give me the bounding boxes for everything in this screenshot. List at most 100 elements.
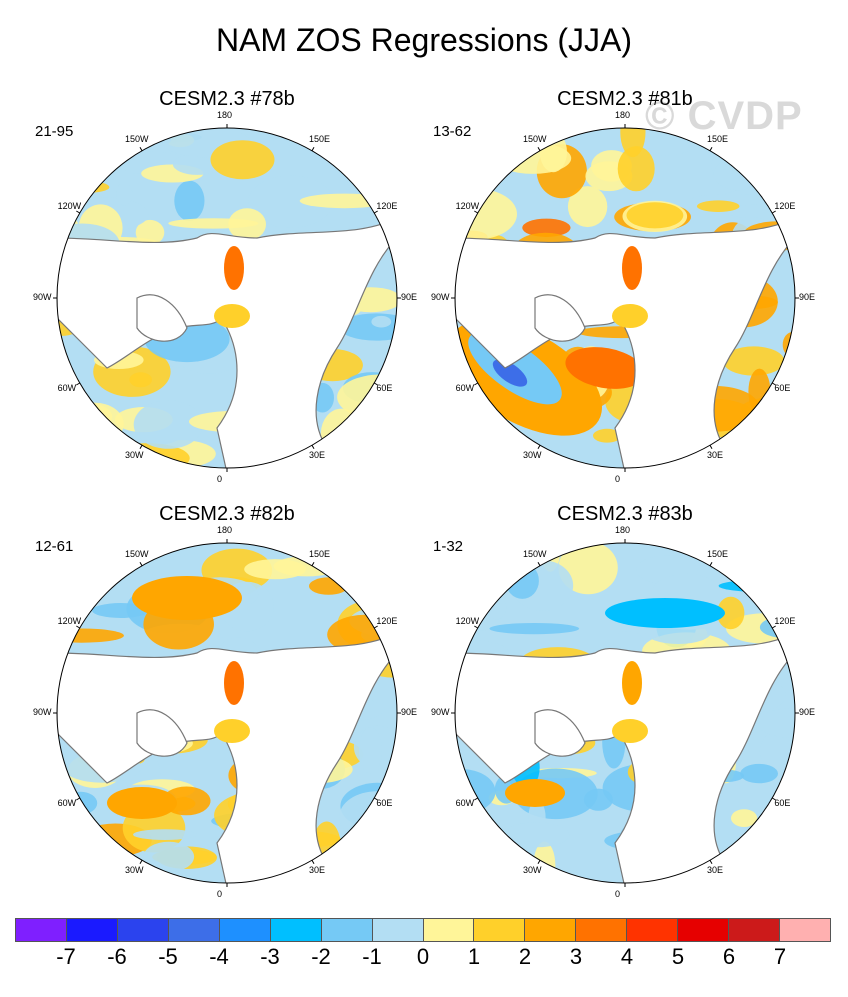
colorbar-box bbox=[678, 919, 730, 941]
regression-patch bbox=[620, 128, 646, 158]
longitude-label: 150W bbox=[125, 134, 149, 145]
land-mass bbox=[534, 709, 586, 757]
regression-patch bbox=[457, 134, 511, 163]
longitude-tick bbox=[537, 562, 541, 567]
colorbar-box bbox=[525, 919, 577, 941]
colorbar-label: 6 bbox=[722, 944, 736, 969]
regression-patch bbox=[57, 628, 124, 643]
colorbar bbox=[15, 918, 831, 942]
longitude-label: 60W bbox=[455, 798, 475, 808]
colorbar-label: 2 bbox=[518, 944, 532, 969]
colorbar-label: 0 bbox=[416, 944, 430, 969]
regression-patch bbox=[74, 437, 121, 456]
longitude-label: 120W bbox=[57, 201, 82, 211]
longitude-tick bbox=[709, 147, 713, 152]
colorbar-box bbox=[474, 919, 526, 941]
colorbar-label: -3 bbox=[260, 944, 280, 969]
longitude-tick bbox=[76, 382, 81, 386]
regression-patch bbox=[210, 140, 275, 180]
colorbar-label: 1 bbox=[467, 944, 481, 969]
polar-map bbox=[53, 124, 401, 472]
regression-patch bbox=[759, 731, 795, 772]
longitude-label: 60E bbox=[774, 383, 791, 393]
polar-map bbox=[451, 539, 799, 887]
page-title: NAM ZOS Regressions (JJA) bbox=[215, 22, 633, 58]
regression-patch bbox=[613, 631, 644, 653]
panel-year-range: 12-61 bbox=[35, 538, 74, 555]
panel-title: CESM2.3 #81b bbox=[557, 88, 693, 110]
longitude-tick bbox=[474, 210, 479, 214]
longitude-tick bbox=[311, 562, 315, 567]
longitude-label: 90E bbox=[401, 292, 418, 302]
longitude-tick bbox=[709, 859, 713, 864]
longitude-label: 30E bbox=[707, 449, 724, 460]
longitude-label: 30W bbox=[125, 449, 144, 460]
longitude-tick bbox=[771, 625, 776, 629]
longitude-tick bbox=[311, 147, 315, 152]
regression-patch bbox=[622, 246, 642, 290]
colorbar-label: 5 bbox=[671, 944, 685, 969]
map-panel: CESM2.3 #78b 21-95 180 150E 120E 90E 60E 30E 0 30… bbox=[27, 88, 427, 484]
colorbar-label: -1 bbox=[362, 944, 382, 969]
regression-patch bbox=[612, 719, 648, 743]
land-mass bbox=[455, 632, 795, 883]
longitude-tick bbox=[139, 859, 143, 864]
regression-patch bbox=[214, 304, 250, 328]
longitude-label: 180 bbox=[615, 110, 631, 120]
regression-patch bbox=[64, 402, 124, 446]
colorbar-box bbox=[270, 919, 322, 941]
colorbar-box bbox=[627, 919, 679, 941]
regression-patch bbox=[143, 841, 195, 872]
longitude-tick bbox=[373, 625, 378, 629]
regression-patch bbox=[348, 427, 370, 455]
longitude-label: 0 bbox=[217, 889, 223, 899]
regression-patch bbox=[471, 408, 496, 429]
longitude-label: 150W bbox=[125, 549, 149, 560]
longitude-tick bbox=[771, 382, 776, 386]
map-panel: CESM2.3 #81b 13-62 180 150E 120E 90E 60E 30E 0 30… bbox=[425, 88, 825, 484]
regression-patch bbox=[605, 598, 725, 628]
regression-patch bbox=[583, 788, 613, 811]
regression-patch bbox=[337, 374, 397, 420]
longitude-label: 120E bbox=[376, 201, 398, 211]
regression-patch bbox=[172, 153, 222, 175]
regression-patch bbox=[57, 402, 83, 450]
regression-patch bbox=[503, 822, 570, 848]
regression-patch bbox=[558, 543, 618, 595]
longitude-label: 120W bbox=[455, 616, 480, 626]
longitude-tick bbox=[537, 147, 541, 152]
longitude-label: 0 bbox=[615, 474, 621, 484]
longitude-label: 60E bbox=[774, 798, 791, 808]
longitude-label: 30W bbox=[125, 864, 144, 875]
regression-patch bbox=[740, 763, 778, 784]
regression-patch bbox=[713, 157, 761, 191]
regression-patch bbox=[309, 577, 349, 595]
longitude-tick bbox=[474, 382, 479, 386]
panel-year-range: 21-95 bbox=[35, 123, 74, 140]
regression-patch bbox=[224, 246, 244, 290]
longitude-tick bbox=[537, 859, 541, 864]
regression-patch bbox=[107, 787, 177, 819]
panel-title: CESM2.3 #82b bbox=[159, 503, 295, 525]
land-mass bbox=[534, 294, 586, 342]
longitude-label: 150E bbox=[707, 134, 729, 145]
regression-patch bbox=[146, 543, 203, 557]
regression-patch bbox=[224, 661, 244, 705]
panel-title: CESM2.3 #83b bbox=[557, 503, 693, 525]
longitude-label: 90W bbox=[33, 292, 52, 302]
regression-patch bbox=[723, 346, 785, 376]
regression-patch bbox=[320, 408, 363, 458]
regression-patch bbox=[749, 577, 795, 598]
colorbar-label: 7 bbox=[773, 944, 787, 969]
land-mass bbox=[57, 632, 397, 883]
longitude-label: 30E bbox=[309, 864, 326, 875]
regression-patch bbox=[133, 400, 204, 449]
regression-patch bbox=[746, 151, 795, 183]
panel-year-range: 1-32 bbox=[433, 538, 464, 555]
longitude-label: 90W bbox=[431, 292, 450, 302]
longitude-label: 180 bbox=[217, 110, 233, 120]
colorbar-label: 3 bbox=[569, 944, 583, 969]
land-mass bbox=[57, 217, 397, 468]
longitude-label: 120E bbox=[774, 201, 796, 211]
panel-title: CESM2.3 #78b bbox=[159, 88, 295, 110]
